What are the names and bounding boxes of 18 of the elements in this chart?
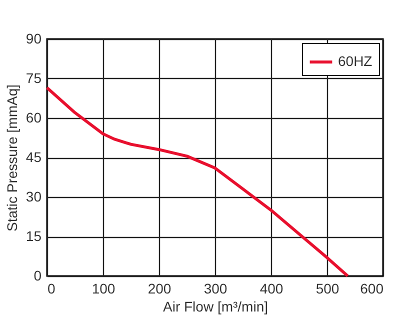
y-axis-title: Static Pressure [mmAq] — [4, 84, 20, 232]
line-series — [46, 86, 350, 278]
y-tick-label: 90 — [26, 30, 42, 46]
y-tick-label: 60 — [26, 110, 42, 126]
x-tick-label: 400 — [260, 280, 284, 296]
y-tick-label: 30 — [26, 188, 42, 204]
y-tick-label: 75 — [26, 70, 42, 86]
legend-label: 60HZ — [338, 53, 373, 69]
y-tick-label: 45 — [26, 149, 42, 165]
x-tick-label: 600 — [360, 280, 384, 296]
y-tick-label: 0 — [34, 268, 42, 284]
x-tick-label: 0 — [48, 280, 56, 296]
x-tick-label: 100 — [92, 280, 116, 296]
x-tick-label: 300 — [204, 280, 228, 296]
x-axis-title: Air Flow [m³/min] — [163, 298, 268, 314]
x-tick-label: 200 — [148, 280, 172, 296]
x-tick-label: 500 — [316, 280, 340, 296]
y-tick-label: 15 — [26, 228, 42, 244]
